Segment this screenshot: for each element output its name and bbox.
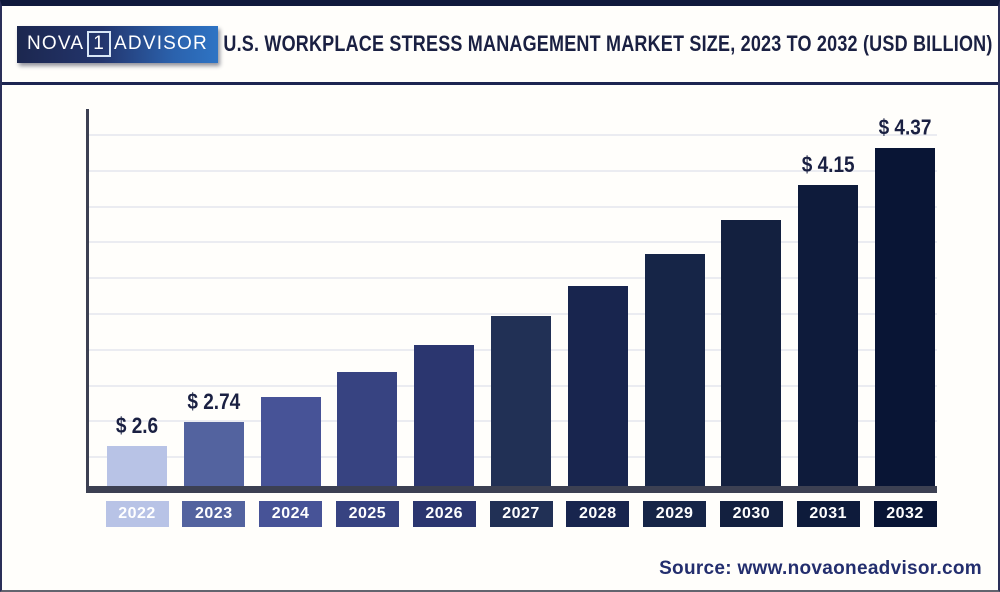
source-text: Source: www.novaoneadvisor.com [659, 558, 982, 579]
value-label-2032: $ 4.37 [878, 116, 932, 141]
value-label-2022: $ 2.6 [115, 414, 159, 439]
x-axis-label-2029: 2029 [643, 501, 707, 527]
bar-2032 [875, 148, 935, 486]
x-axis-label-2028: 2028 [566, 501, 630, 527]
bar-2027 [491, 316, 551, 486]
value-label-2023: $ 2.74 [187, 390, 241, 415]
gridline [89, 313, 937, 315]
gridline [89, 277, 937, 280]
logo-text-nova: NOVA [27, 33, 85, 54]
bar-2028 [567, 286, 628, 486]
x-axis-label-2027: 2027 [489, 501, 553, 527]
x-axis-label-2024: 2024 [259, 501, 323, 527]
bar-2022 [107, 446, 167, 486]
x-axis-label-2022: 2022 [105, 501, 169, 527]
bar-2026 [414, 345, 475, 486]
x-axis-label-2030: 2030 [719, 501, 783, 527]
chart-title: U.S. WORKPLACE STRESS MANAGEMENT MARKET … [223, 31, 993, 56]
x-axis-line [86, 486, 937, 493]
bar-2025 [337, 372, 398, 486]
x-axis-label-2025: 2025 [335, 501, 399, 527]
bar-2030 [721, 220, 782, 486]
chart-area: $ 2.6 2022 $ 2.74 2023 2024 2025 2026 2027 2028 2… [2, 88, 998, 590]
logo-one-badge: 1 [87, 31, 112, 57]
x-axis-label-2023: 2023 [182, 501, 246, 527]
y-axis-line [86, 109, 89, 493]
brand-logo: NOVA 1 ADVISOR [17, 25, 218, 63]
gridline [89, 169, 937, 172]
x-axis-label-2032: 2032 [873, 501, 937, 527]
gridline [89, 205, 937, 208]
bar-2023 [183, 422, 244, 486]
x-axis-label-2031: 2031 [796, 501, 860, 527]
header: NOVA 1 ADVISOR U.S. WORKPLACE STRESS MANAG… [2, 6, 998, 85]
plot-area: $ 2.6 2022 $ 2.74 2023 2024 2025 2026 2027 2028 2… [86, 109, 937, 527]
value-label-2031: $ 4.15 [801, 153, 855, 178]
logo-text-advisor: ADVISOR [114, 33, 208, 54]
bar-2024 [260, 397, 321, 486]
gridline [89, 134, 937, 136]
gridline [89, 241, 937, 244]
bar-2029 [644, 254, 705, 486]
x-axis-label-2026: 2026 [412, 501, 476, 527]
bar-2031 [798, 185, 859, 486]
